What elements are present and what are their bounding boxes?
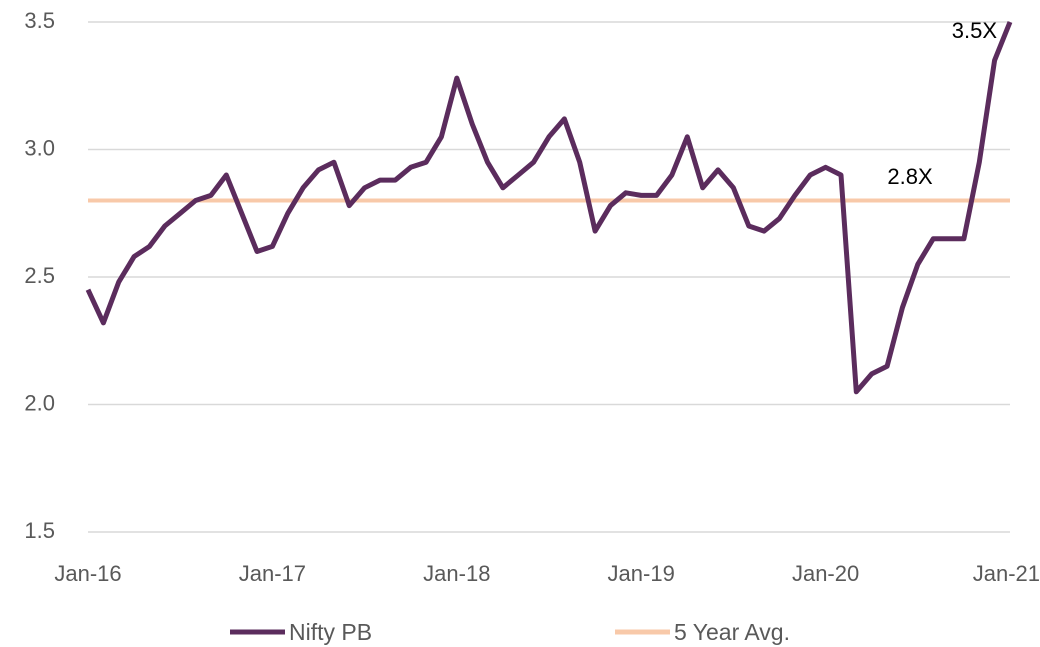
- x-tick-label: Jan-16: [54, 561, 121, 586]
- x-tick-label: Jan-21: [973, 561, 1040, 586]
- y-tick-label: 2.5: [24, 263, 55, 288]
- annotation: 3.5X: [952, 18, 998, 43]
- y-tick-label: 3.0: [24, 135, 55, 160]
- y-tick-label: 2.0: [24, 390, 55, 415]
- y-tick-label: 3.5: [24, 8, 55, 33]
- annotation: 2.8X: [887, 164, 933, 189]
- legend-label: 5 Year Avg.: [674, 619, 790, 645]
- x-tick-label: Jan-17: [239, 561, 306, 586]
- x-tick-label: Jan-20: [792, 561, 859, 586]
- legend-label: Nifty PB: [289, 619, 372, 645]
- y-tick-label: 1.5: [24, 518, 55, 543]
- pb-line: [85, 21, 1013, 395]
- x-tick-label: Jan-18: [423, 561, 490, 586]
- x-tick-label: Jan-19: [608, 561, 675, 586]
